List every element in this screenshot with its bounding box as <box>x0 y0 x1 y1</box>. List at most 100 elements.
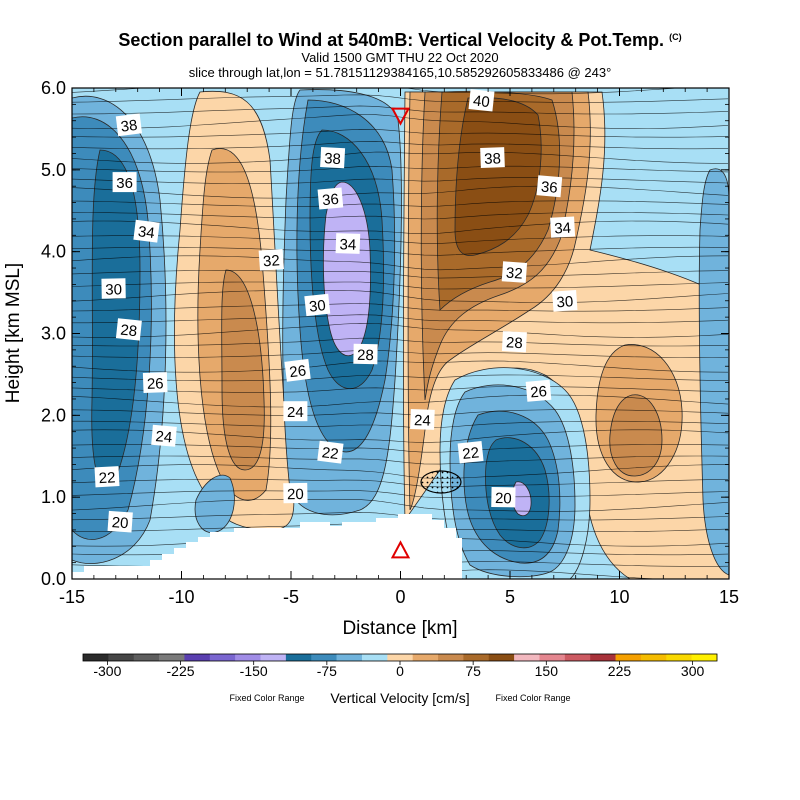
colorbar-tick-label: -300 <box>93 663 121 679</box>
theta-contour <box>72 185 729 199</box>
contour-label-box <box>115 113 143 137</box>
contour-label-text: 36 <box>540 178 558 196</box>
theta-contour <box>72 322 729 338</box>
contour-label: 36 <box>317 187 344 210</box>
contour-label: 34 <box>335 233 361 254</box>
center-low-updraft <box>194 474 235 533</box>
colorbar-swatch <box>488 654 515 661</box>
contour-label-text: 34 <box>339 236 356 254</box>
left-subsidence-3 <box>221 269 265 471</box>
theta-contour <box>72 177 729 184</box>
contour-label-box <box>284 358 311 382</box>
contour-label: 36 <box>536 175 563 198</box>
contour-label: 32 <box>258 248 284 271</box>
contour-label-box <box>101 278 126 299</box>
contour-label-box <box>457 441 484 464</box>
colorbar-note-right: Fixed Color Range <box>495 693 570 703</box>
theta-contour <box>72 455 729 465</box>
theta-contour <box>72 165 729 173</box>
x-tick-label: -5 <box>283 587 299 607</box>
contour-label: 30 <box>101 278 126 299</box>
theta-contour <box>72 394 729 408</box>
y-tick-label: 0.0 <box>41 569 66 589</box>
colorbar-tick-label: 75 <box>465 663 481 679</box>
theta-contour <box>72 490 729 498</box>
colorbar-title: Vertical Velocity [cm/s] <box>330 690 469 706</box>
contour-label: 22 <box>317 440 344 464</box>
contour-label-box <box>353 343 378 365</box>
colorbar-swatch <box>564 654 591 661</box>
contour-label-text: 26 <box>530 383 548 401</box>
contour-label-box <box>258 248 284 271</box>
contour-label-box <box>94 466 120 488</box>
contour-label-text: 20 <box>287 486 304 503</box>
contour-label: 38 <box>480 147 505 169</box>
contour-label: 30 <box>552 289 578 312</box>
colorbar-swatch <box>691 654 718 661</box>
contour-label-box <box>410 408 435 430</box>
contour-label-box <box>115 318 142 341</box>
contour-label-box <box>112 172 137 193</box>
colorbar-swatch <box>108 654 135 661</box>
colorbar-swatch <box>412 654 439 661</box>
theta-contour <box>72 281 729 290</box>
colorbar-tick-label: -150 <box>240 663 268 679</box>
colorbar-swatch <box>311 654 337 661</box>
copyright-mark: (C) <box>669 32 682 42</box>
contour-label: 34 <box>550 216 576 238</box>
contour-label: 22 <box>94 466 120 488</box>
contour-label-text: 28 <box>506 334 524 352</box>
contour-label-text: 30 <box>556 293 574 311</box>
contour-label: 20 <box>283 482 308 504</box>
y-axis-label: Height [km MSL] <box>3 263 24 403</box>
theta-contour <box>72 220 729 235</box>
theta-contour <box>72 499 729 512</box>
colorbar-swatch <box>235 654 261 661</box>
slice-location-subtitle: slice through lat,lon = 51.7815112938416… <box>188 65 612 80</box>
contour-label: 28 <box>353 343 378 365</box>
valid-time-subtitle: Valid 1500 GMT THU 22 Oct 2020 <box>301 50 499 65</box>
colorbar-swatch <box>159 654 185 661</box>
theta-contour <box>72 246 729 256</box>
contour-label: 34 <box>133 219 160 243</box>
theta-contour <box>72 464 729 479</box>
colorbar-swatch <box>336 654 363 661</box>
y-tick-label: 6.0 <box>41 78 66 98</box>
theta-contour <box>72 420 729 429</box>
contour-label-box <box>501 261 528 283</box>
contour-label-text: 38 <box>324 150 342 168</box>
contour-labels: 38 36 34 30 28 26 24 22 20 32 38 36 34 30 28 26 24 22 20 40… <box>94 89 578 533</box>
colorbar-swatch <box>438 654 464 661</box>
colorbar-swatch <box>539 654 566 661</box>
contour-label: 26 <box>142 372 168 394</box>
contour-label-box <box>133 219 160 243</box>
contour-label-text: 22 <box>462 444 480 463</box>
x-tick-label: 0 <box>395 587 405 607</box>
y-tick-label: 5.0 <box>41 160 66 180</box>
contour-label-text: 24 <box>287 404 304 421</box>
center-updraft-core <box>323 181 371 356</box>
contour-label-text: 24 <box>155 428 173 446</box>
y-tick-label: 1.0 <box>41 487 66 507</box>
colorbar-tick-label: 150 <box>535 663 559 679</box>
contour-label: 38 <box>115 113 143 137</box>
contour-label-text: 38 <box>484 150 501 168</box>
contour-label: 22 <box>457 441 484 464</box>
contour-label-text: 24 <box>414 412 431 430</box>
colorbar-tick-label: 225 <box>608 663 632 679</box>
colorbar-tick-label: -75 <box>317 663 337 679</box>
contour-label-box <box>304 293 331 317</box>
contour-label-text: 26 <box>147 375 164 393</box>
theta-contour <box>72 128 729 138</box>
contour-label-box <box>283 401 308 422</box>
contour-label-box <box>480 147 505 169</box>
contour-label-text: 34 <box>554 220 572 238</box>
contour-label-text: 26 <box>288 362 307 381</box>
x-tick-label: -10 <box>168 587 194 607</box>
theta-contour <box>72 360 729 373</box>
contour-label-box <box>320 146 346 169</box>
colorbar-tick-label: 300 <box>681 663 705 679</box>
x-axis-label: Distance [km] <box>342 618 457 639</box>
contour-label: 26 <box>525 379 552 402</box>
